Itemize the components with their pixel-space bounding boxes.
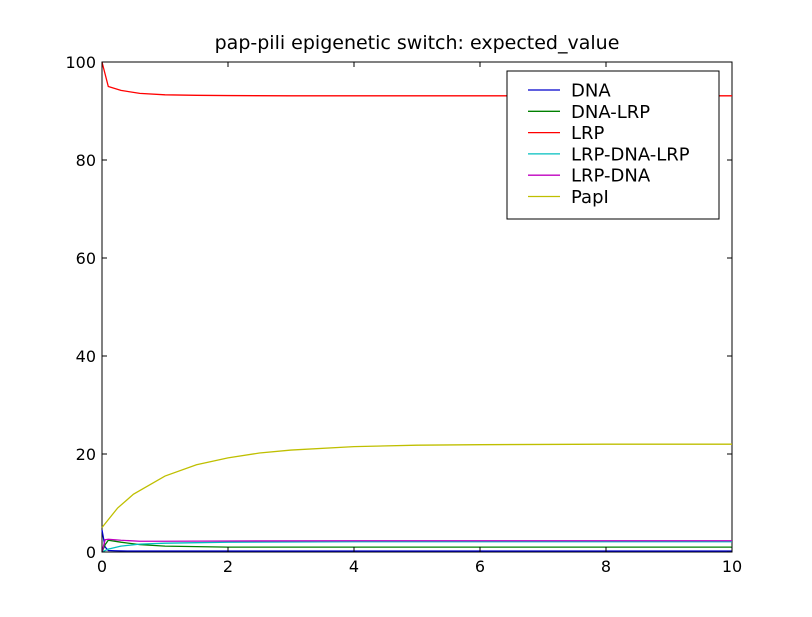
legend-label-2: LRP (571, 123, 605, 144)
y-tick-label: 0 (86, 543, 96, 562)
chart-title: pap-pili epigenetic switch: expected_val… (215, 32, 620, 54)
legend-label-1: DNA-LRP (571, 102, 650, 123)
series-line-4 (101, 538, 732, 553)
series-layer (101, 61, 732, 553)
legend-label-5: PapI (571, 187, 609, 208)
series-line-5 (101, 443, 732, 528)
y-tick-label: 20 (76, 445, 96, 464)
y-tick-label: 80 (76, 151, 96, 170)
x-tick-label: 4 (349, 557, 359, 576)
x-tick-label: 0 (97, 557, 107, 576)
series-line-2 (101, 61, 732, 97)
legend-label-4: LRP-DNA (571, 166, 651, 187)
series-line-3 (101, 541, 732, 553)
legend-label-3: LRP-DNA-LRP (571, 144, 690, 165)
legend-box (506, 70, 720, 220)
y-tick-label: 40 (76, 347, 96, 366)
x-tick-label: 10 (722, 557, 742, 576)
x-tick-label: 6 (475, 557, 485, 576)
y-tick-label: 100 (65, 53, 96, 72)
x-tick-label: 8 (601, 557, 611, 576)
x-tick-label: 2 (223, 557, 233, 576)
series-line-1 (101, 539, 732, 553)
legend-label-0: DNA (571, 81, 611, 102)
y-tick-label: 60 (76, 249, 96, 268)
